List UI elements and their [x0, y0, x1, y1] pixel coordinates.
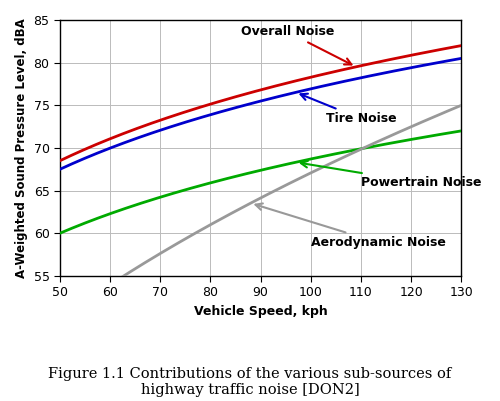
Y-axis label: A-Weighted Sound Pressure Level, dBA: A-Weighted Sound Pressure Level, dBA	[15, 18, 28, 278]
Text: Tire Noise: Tire Noise	[300, 94, 396, 126]
Text: Figure 1.1 Contributions of the various sub-sources of
highway traffic noise [DO: Figure 1.1 Contributions of the various …	[48, 367, 452, 397]
Text: Aerodynamic Noise: Aerodynamic Noise	[256, 203, 446, 249]
X-axis label: Vehicle Speed, kph: Vehicle Speed, kph	[194, 305, 328, 318]
Text: Overall Noise: Overall Noise	[240, 25, 352, 65]
Text: Powertrain Noise: Powertrain Noise	[301, 161, 482, 189]
